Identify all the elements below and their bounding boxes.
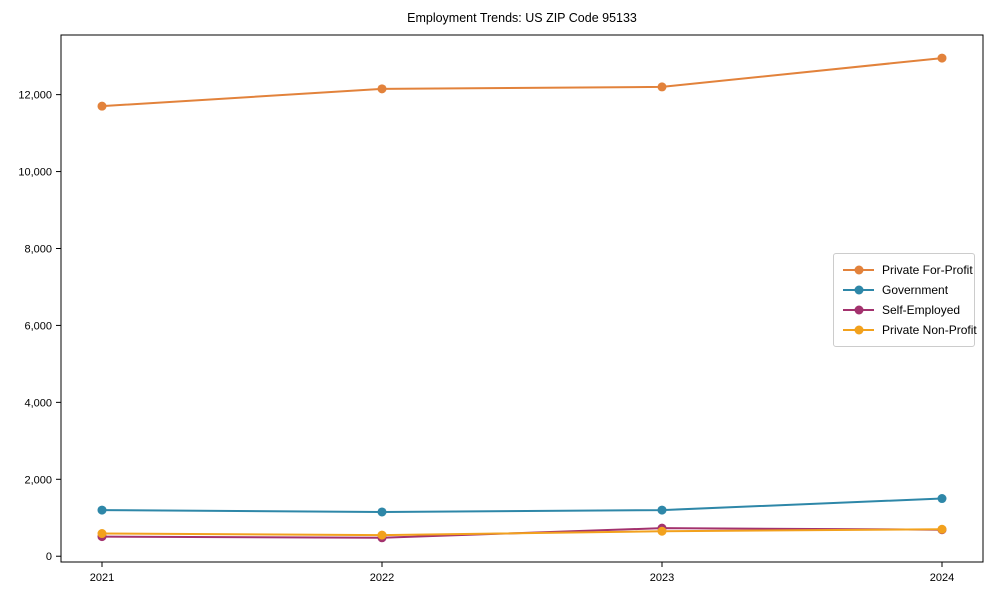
data-point-government [97,505,107,515]
legend-marker-government [843,285,874,296]
legend-marker-self-employed [843,305,874,316]
legend-item-private-non-profit: Private Non-Profit [843,320,977,340]
legend-label: Private For-Profit [882,263,973,277]
data-point-private-for-profit [937,53,947,63]
legend-item-self-employed: Self-Employed [843,300,965,320]
y-tick-label: 0 [46,551,52,563]
data-point-government [377,507,387,517]
chart-title: Employment Trends: US ZIP Code 95133 [407,11,637,25]
legend-item-government: Government [843,280,965,300]
legend-label: Private Non-Profit [882,323,977,337]
legend-label: Self-Employed [882,303,961,317]
legend-dot [854,325,863,335]
x-tick-label: 2021 [90,572,114,584]
data-point-private-for-profit [657,82,667,92]
data-point-government [937,494,947,504]
x-tick-label: 2024 [930,572,954,584]
y-tick-label: 2,000 [24,474,52,486]
y-tick-label: 12,000 [18,90,52,102]
legend-label: Government [882,283,949,297]
data-point-private-for-profit [377,84,387,94]
y-tick-label: 8,000 [24,243,52,255]
legend: Private For-Profit Government Self-Employe… [833,253,977,347]
legend-dot [854,265,863,275]
data-point-private-non-profit [377,530,387,540]
data-point-private-non-profit [97,529,107,539]
x-tick-label: 2023 [650,572,674,584]
plot-border [60,34,984,563]
data-point-government [657,505,667,515]
legend-item-private-for-profit: Private For-Profit [843,260,973,280]
legend-marker-private-for-profit [843,265,874,276]
y-tick-label: 4,000 [24,397,52,409]
series-line-private-for-profit [101,57,943,108]
x-tick-label: 2022 [370,572,394,584]
legend-marker-private-non-profit [843,325,874,336]
data-point-private-non-profit [937,524,947,534]
data-point-private-non-profit [657,526,667,536]
y-tick-label: 10,000 [18,167,52,179]
y-tick-label: 6,000 [24,320,52,332]
legend-dot [854,285,863,295]
series-line-private-non-profit [101,528,943,537]
data-point-private-for-profit [97,101,107,111]
legend-dot [854,305,863,315]
series-line-government [101,497,943,513]
